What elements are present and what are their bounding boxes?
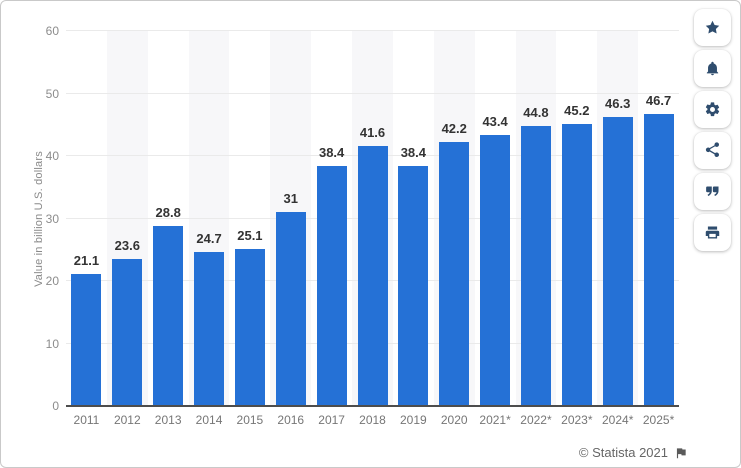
- bar-value-label: 43.4: [482, 113, 508, 129]
- bell-icon: [706, 61, 719, 76]
- x-tick-label: 2025*: [642, 413, 675, 427]
- bar[interactable]: [520, 126, 551, 406]
- bar-value-label: 21.1: [73, 253, 100, 269]
- bar[interactable]: [112, 258, 143, 406]
- x-tick-label: 2017: [318, 413, 345, 427]
- print-button[interactable]: [694, 214, 731, 251]
- alerts-button[interactable]: [694, 50, 731, 87]
- y-tick-label: 10: [45, 336, 59, 351]
- share-button[interactable]: [694, 132, 731, 169]
- bar-value-label: 31: [283, 191, 298, 207]
- bar[interactable]: [275, 212, 306, 406]
- bar[interactable]: [357, 146, 388, 406]
- x-tick-label: 2021*: [479, 413, 511, 427]
- toolbar-sidebar: [694, 9, 731, 251]
- bar-value-label: 38.4: [400, 145, 427, 160]
- cite-button[interactable]: [694, 173, 731, 210]
- bar-value-label: 28.8: [155, 205, 181, 220]
- star-icon: [705, 20, 720, 34]
- bar-value-label: 41.6: [359, 125, 386, 140]
- gear-icon: [705, 102, 720, 117]
- y-tick-label: 40: [45, 149, 59, 163]
- printer-icon: [705, 226, 720, 239]
- bar-value-label: 42.2: [441, 121, 467, 137]
- quote-icon: [706, 186, 719, 197]
- favorite-button[interactable]: [694, 9, 731, 46]
- bar-value-label: 46.3: [605, 95, 631, 111]
- y-tick-label: 60: [45, 24, 59, 38]
- bar-value-label: 24.7: [196, 230, 222, 246]
- y-tick-label: 20: [45, 274, 59, 288]
- bar[interactable]: [234, 249, 265, 406]
- bar-value-label: 46.7: [645, 93, 672, 109]
- x-tick-label: 2012: [113, 413, 141, 427]
- bar-value-label: 44.8: [523, 105, 549, 120]
- x-tick-label: 2023*: [561, 413, 593, 427]
- gridline: [66, 30, 679, 31]
- bar[interactable]: [316, 166, 347, 406]
- bar[interactable]: [602, 116, 633, 406]
- x-tick-label: 2024*: [602, 413, 634, 427]
- report-flag-icon[interactable]: [674, 446, 688, 460]
- bar[interactable]: [153, 226, 184, 406]
- y-tick-label: 30: [45, 211, 59, 226]
- footer: © Statista 2021: [579, 445, 688, 460]
- bar-value-label: 23.6: [114, 237, 140, 253]
- bar-value-label: 25.1: [237, 228, 263, 244]
- bar[interactable]: [439, 142, 470, 406]
- gridline: [66, 92, 679, 94]
- bar[interactable]: [480, 134, 511, 406]
- bar[interactable]: [194, 251, 225, 406]
- x-tick-label: 2013: [154, 413, 182, 427]
- bar[interactable]: [561, 123, 592, 406]
- x-tick-label: 2011: [73, 413, 100, 427]
- x-tick-label: 2016: [277, 413, 305, 427]
- x-tick-label: 2019: [400, 413, 427, 427]
- y-tick-label: 50: [45, 86, 59, 101]
- bar[interactable]: [71, 274, 102, 406]
- x-axis-line: [66, 405, 679, 407]
- bar[interactable]: [643, 114, 674, 406]
- x-tick-label: 2015: [236, 413, 264, 427]
- x-tick-label: 2018: [359, 413, 386, 427]
- settings-button[interactable]: [694, 91, 731, 128]
- bar[interactable]: [398, 166, 429, 406]
- bar-value-label: 45.2: [564, 102, 590, 118]
- plot-area: 21.1 2011 23.6 2012 28.8 2013 24.7 2014 25.1 2015…: [66, 30, 679, 427]
- bar-value-label: 38.4: [318, 145, 345, 160]
- x-tick-label: 2020: [440, 413, 468, 427]
- x-tick-label: 2022*: [520, 413, 552, 427]
- x-tick-label: 2014: [195, 413, 223, 427]
- share-icon: [705, 142, 720, 158]
- y-tick-label: 0: [52, 399, 59, 413]
- copyright-text: © Statista 2021: [578, 445, 668, 460]
